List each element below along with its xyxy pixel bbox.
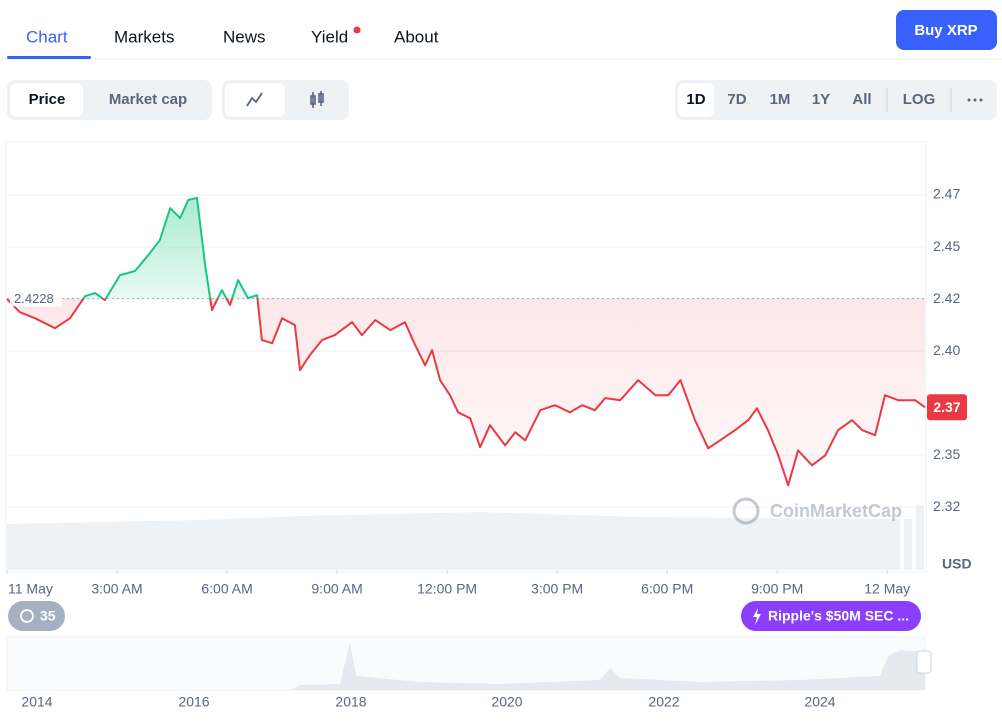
x-tick-label: 3:00 AM xyxy=(91,581,142,597)
price-area xyxy=(7,197,925,486)
watermark-text: CoinMarketCap xyxy=(770,501,902,521)
price-tag xyxy=(927,394,967,421)
year-label: 2024 xyxy=(804,694,835,710)
tab[interactable]: Yield xyxy=(311,27,348,46)
line-icon xyxy=(246,92,263,107)
price-tag-label: 2.37 xyxy=(933,399,960,415)
range-button[interactable]: All xyxy=(852,91,871,108)
bolt-icon xyxy=(753,608,761,625)
navigator xyxy=(6,636,932,691)
price-line xyxy=(6,196,926,487)
range-button[interactable]: 1Y xyxy=(812,91,830,108)
y-unit: USD xyxy=(942,556,972,572)
range-button[interactable]: 7D xyxy=(727,91,746,108)
tab[interactable]: Chart xyxy=(26,27,68,46)
tab[interactable]: News xyxy=(223,27,266,46)
y-tick-label: 2.42 xyxy=(933,290,960,306)
year-label: 2020 xyxy=(491,694,522,710)
range-button[interactable]: 1M xyxy=(770,91,791,108)
year-label: 2016 xyxy=(178,694,209,710)
year-label: 2014 xyxy=(21,694,52,710)
range-button[interactable]: LOG xyxy=(903,91,936,108)
x-tick-label: 9:00 PM xyxy=(751,581,803,597)
metric-active[interactable] xyxy=(10,83,83,117)
event-pill[interactable] xyxy=(741,601,921,631)
x-tick-label: 3:00 PM xyxy=(531,581,583,597)
reference-label-bg xyxy=(10,290,62,307)
active-underline xyxy=(7,56,91,59)
year-label: 2018 xyxy=(335,694,366,710)
x-tick-label: 12 May xyxy=(864,581,910,597)
volume-bars xyxy=(7,505,924,570)
event-title: Ripple's $50M SEC ... xyxy=(768,608,909,624)
year-label: 2022 xyxy=(648,694,679,710)
y-tick-label: 2.32 xyxy=(933,498,960,514)
history-icon xyxy=(20,609,34,623)
buy-button-label: Buy XRP xyxy=(914,22,977,39)
plot: 2.32 2.35 2.40 2.42 2.45 2.47 USD 11 May 3:00 AM… xyxy=(6,186,972,597)
badge-dot xyxy=(353,26,361,34)
range-group xyxy=(675,80,997,120)
x-tick-label: 11 May xyxy=(8,581,53,597)
y-tick-label: 2.40 xyxy=(933,342,960,358)
x-tick-label: 9:00 AM xyxy=(311,581,362,597)
watermark: CoinMarketCap xyxy=(732,497,902,525)
chart-frame xyxy=(5,141,927,573)
y-tick-label: 2.47 xyxy=(933,186,960,202)
events-count: 35 xyxy=(40,608,56,624)
more-button[interactable] xyxy=(967,98,983,102)
reference-label: 2.4228 xyxy=(14,291,54,306)
nav: Chart Markets News Yield About Buy XRP xyxy=(0,10,1002,60)
metric-button[interactable]: Price xyxy=(29,91,66,108)
tab[interactable]: Markets xyxy=(114,27,174,46)
y-tick-label: 2.35 xyxy=(933,446,960,462)
x-tick-label: 6:00 AM xyxy=(201,581,252,597)
x-tick-label: 12:00 PM xyxy=(417,581,477,597)
buy-button[interactable] xyxy=(896,10,997,50)
events-badge[interactable] xyxy=(8,601,65,631)
metric-button[interactable]: Market cap xyxy=(109,91,187,108)
candle-icon[interactable] xyxy=(310,91,324,108)
y-tick-label: 2.45 xyxy=(933,238,960,254)
toolbar: Price Market cap 1D 7D 1M 1Y All LOG xyxy=(7,80,997,120)
tab[interactable]: About xyxy=(394,27,439,46)
x-tick-label: 6:00 PM xyxy=(641,581,693,597)
range-button[interactable]: 1D xyxy=(686,91,705,108)
range-active[interactable] xyxy=(678,83,714,117)
